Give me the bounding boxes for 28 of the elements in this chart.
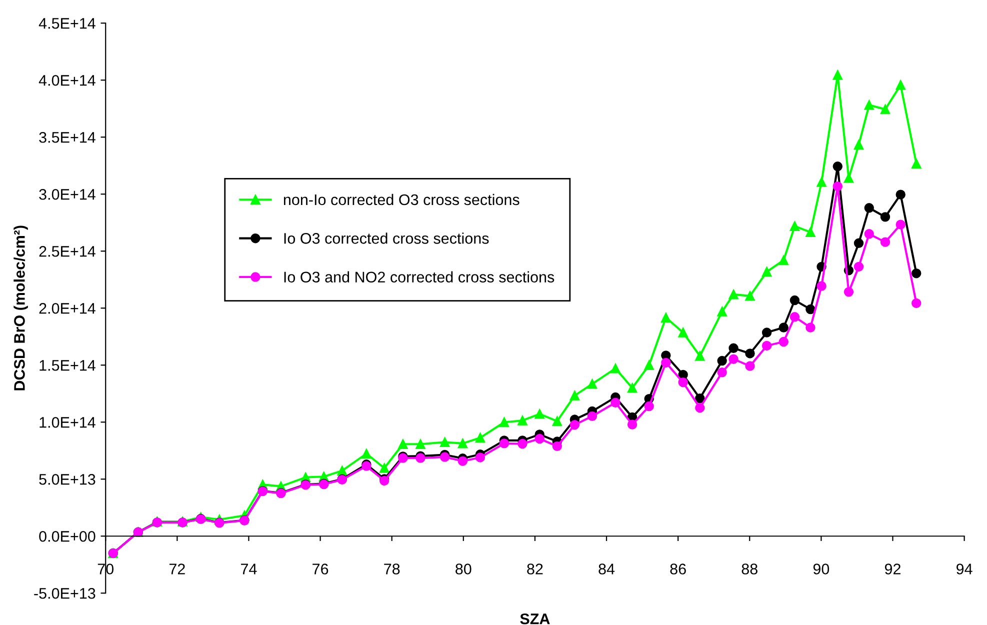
x-tick-label: 92 xyxy=(884,564,900,574)
x-tick-label: 88 xyxy=(742,564,758,574)
x-tick-label: 90 xyxy=(813,564,830,574)
y-tick-label: 2.0E+14 xyxy=(39,302,96,314)
x-tick-label: 86 xyxy=(670,564,686,574)
legend-label: non-Io corrected O3 cross sections xyxy=(284,194,520,206)
y-tick-label: 1.5E+14 xyxy=(40,360,96,371)
y-tick-label: 4.5E+14 xyxy=(38,18,96,29)
legend-label: Io O3 corrected cross sections xyxy=(284,232,489,244)
x-tick-label: 84 xyxy=(598,564,615,574)
x-tick-label: 76 xyxy=(312,564,328,574)
x-axis-title: SZA xyxy=(520,613,550,624)
y-tick-label: 4.0E+14 xyxy=(38,74,96,86)
x-tick-label: 78 xyxy=(384,564,400,574)
legend-label: Io O3 and NO2 corrected cross sections xyxy=(284,271,554,283)
y-tick-label: 3.0E+14 xyxy=(39,188,96,200)
x-tick-label: 82 xyxy=(527,564,543,574)
y-tick-label: 2.5E+14 xyxy=(39,246,96,257)
y-axis-title: DCSD BrO (molec/cm²) xyxy=(14,226,28,390)
x-tick-label: 94 xyxy=(956,564,972,574)
y-tick-label: -5.0E+13 xyxy=(34,588,96,599)
y-tick-label: 5.0E+13 xyxy=(39,474,96,485)
x-tick-label: 74 xyxy=(241,564,257,574)
y-tick-label: 0.0E+00 xyxy=(39,530,96,542)
y-tick-label: 1.0E+14 xyxy=(40,416,96,428)
x-tick-label: 72 xyxy=(169,564,185,574)
y-tick-label: 3.5E+14 xyxy=(39,132,96,143)
x-tick-label: 80 xyxy=(456,564,472,574)
